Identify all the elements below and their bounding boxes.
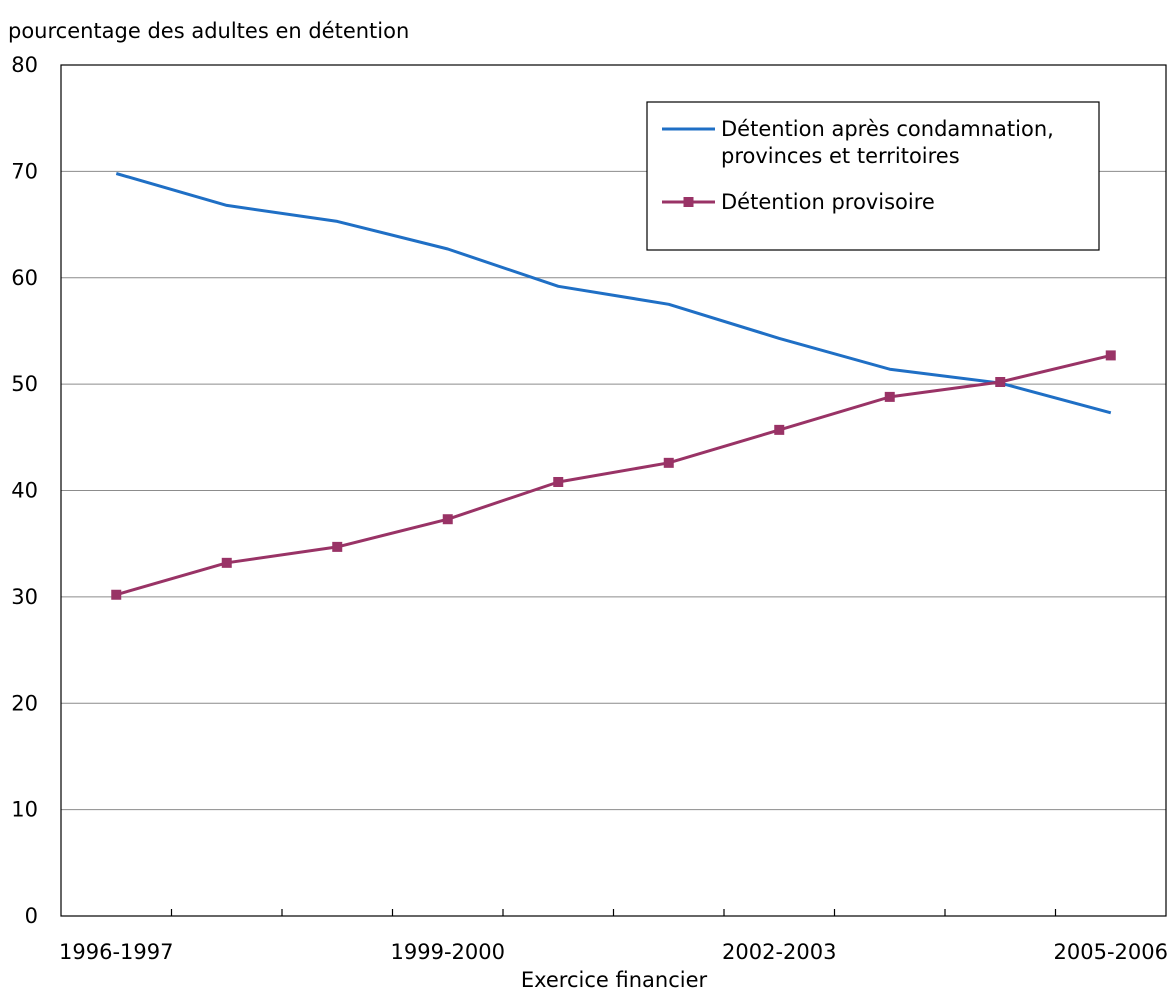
legend-entry-2: Détention provisoire — [662, 190, 935, 214]
series-2 — [111, 350, 1116, 600]
y-tick-label: 10 — [11, 798, 38, 822]
legend-label: Détention après condamnation, — [721, 117, 1054, 141]
data-point-marker — [663, 457, 674, 468]
x-tick-label: 1999-2000 — [391, 940, 505, 964]
data-point-marker — [221, 557, 232, 568]
y-tick-label: 60 — [11, 266, 38, 290]
legend-label: provinces et territoires — [721, 144, 960, 168]
axes: 0 10 20 30 40 50 60 70 80 1996-1997 1999-2000 2002-… — [11, 53, 1168, 964]
data-point-marker — [332, 541, 343, 552]
y-tick-label: 0 — [25, 904, 38, 928]
data-point-marker — [553, 476, 564, 487]
y-axis-title: pourcentage des adultes en détention — [8, 19, 409, 43]
data-point-marker — [995, 376, 1006, 387]
y-tick-label: 70 — [11, 159, 38, 183]
data-point-marker — [774, 424, 785, 435]
y-tick-label: 30 — [11, 585, 38, 609]
data-point-marker — [442, 514, 453, 525]
gridlines — [61, 64, 1166, 811]
series-lines — [111, 172, 1116, 600]
x-axis-title: Exercice financier — [521, 968, 708, 992]
legend: Détention après condamnation, provinces e… — [646, 101, 1100, 251]
data-point-marker — [884, 391, 895, 402]
series-1 — [115, 172, 1112, 415]
y-tick-label: 40 — [11, 479, 38, 503]
y-tick-label: 80 — [11, 53, 38, 77]
legend-entry-1: Détention après condamnation, provinces e… — [662, 117, 1054, 168]
x-tick-label: 2005-2006 — [1054, 940, 1168, 964]
legend-swatch-marker — [683, 197, 694, 207]
series-line — [115, 172, 1112, 415]
x-tick-label: 1996-1997 — [59, 940, 173, 964]
data-point-marker — [111, 589, 122, 600]
y-tick-label: 50 — [11, 372, 38, 396]
legend-label: Détention provisoire — [721, 190, 935, 214]
y-tick-label: 20 — [11, 691, 38, 715]
x-tick-label: 2002-2003 — [722, 940, 836, 964]
series-line — [115, 353, 1112, 597]
legend-box — [646, 101, 1100, 251]
data-point-marker — [1105, 350, 1116, 361]
